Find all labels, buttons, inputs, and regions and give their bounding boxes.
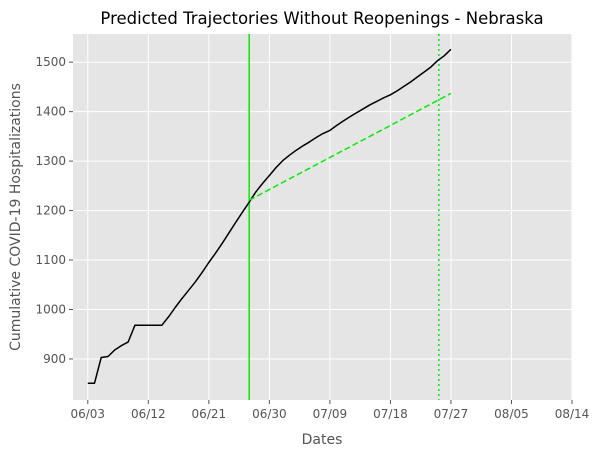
x-tick-label: 06/21 (192, 407, 227, 421)
y-tick-label: 1000 (35, 302, 66, 316)
y-tick-label: 900 (43, 352, 66, 366)
y-axis-ticks: 900 1000 1100 1200 1300 1400 1500 (35, 55, 73, 366)
y-tick-label: 1200 (35, 204, 66, 218)
x-tick-label: 06/03 (70, 407, 105, 421)
reference-lines (248, 34, 440, 400)
x-tick-label: 08/05 (494, 407, 529, 421)
projected-trend-line (248, 92, 452, 201)
x-tick-label: 07/09 (313, 407, 348, 421)
x-tick-label: 07/18 (373, 407, 408, 421)
x-tick-label: 06/30 (252, 407, 287, 421)
x-axis-label: Dates (302, 432, 343, 448)
y-tick-label: 1300 (35, 154, 66, 168)
chart-title: Predicted Trajectories Without Reopening… (100, 9, 543, 28)
plot-background (73, 34, 572, 400)
x-tick-label: 08/14 (555, 407, 590, 421)
y-axis-label: Cumulative COVID-19 Hospitalizations (8, 83, 24, 351)
y-tick-label: 1100 (35, 253, 66, 267)
y-tick-label: 1400 (35, 105, 66, 119)
x-tick-label: 06/12 (131, 407, 166, 421)
cumulative-line (87, 48, 452, 384)
x-tick-label: 07/27 (434, 407, 469, 421)
y-tick-label: 1500 (35, 55, 66, 69)
x-axis-ticks: 06/03 06/12 06/21 06/30 07/09 07/18 07/27 08/05… (70, 400, 589, 421)
series-lines (87, 48, 452, 384)
